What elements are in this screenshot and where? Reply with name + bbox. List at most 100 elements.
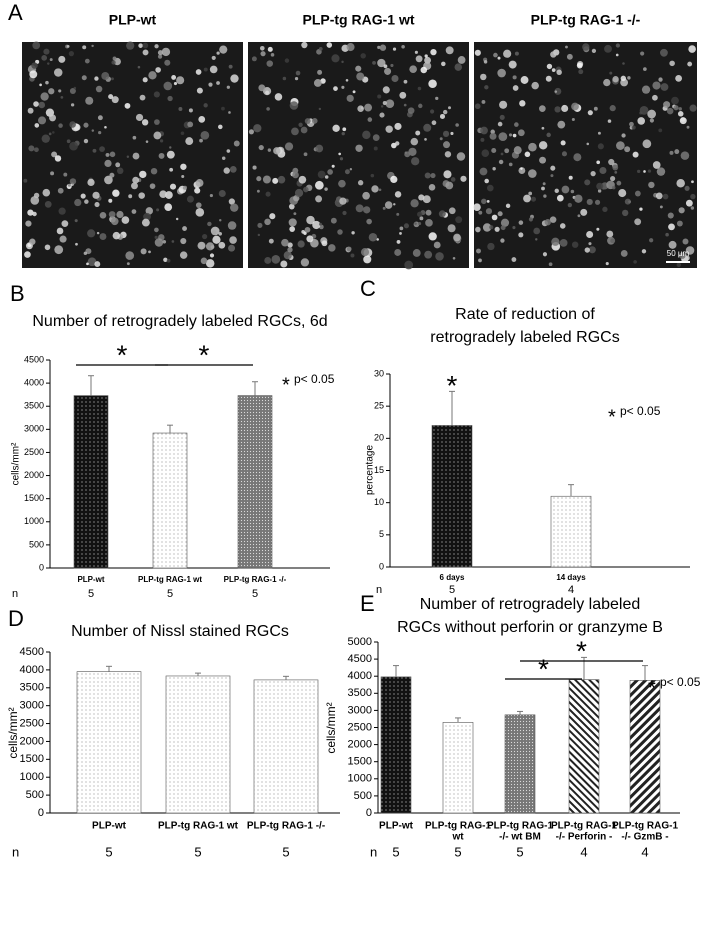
- cell: [145, 140, 149, 143]
- cell: [448, 207, 456, 215]
- cell: [634, 190, 641, 197]
- cell: [273, 147, 281, 155]
- cell: [44, 244, 51, 251]
- y-tick-label: 3000: [20, 700, 44, 712]
- cell: [487, 242, 495, 251]
- cell: [32, 211, 37, 217]
- cell: [559, 238, 568, 247]
- chart-title: Number of retrogradely labeled RGCs, 6d: [32, 313, 327, 330]
- cell: [56, 227, 64, 235]
- n-value: 4: [641, 844, 648, 859]
- cell: [528, 142, 537, 152]
- x-tick-label: PLP-tg RAG-1: [487, 821, 554, 832]
- cell: [82, 45, 87, 50]
- cell: [528, 217, 533, 222]
- cell: [565, 45, 568, 49]
- cell: [476, 248, 481, 254]
- cell: [669, 150, 674, 155]
- cell: [512, 133, 517, 138]
- x-tick-label: PLP-wt: [77, 575, 104, 584]
- cell: [456, 152, 466, 161]
- cell: [342, 127, 347, 132]
- cell: [29, 70, 38, 79]
- cell: [652, 94, 658, 101]
- cell: [194, 187, 201, 194]
- cell: [131, 182, 138, 190]
- cell: [63, 172, 68, 177]
- cell: [96, 231, 100, 235]
- cell: [300, 258, 310, 267]
- bar: [165, 675, 231, 814]
- cell: [656, 167, 666, 176]
- cell: [288, 203, 295, 210]
- cell: [303, 186, 309, 193]
- cell: [230, 203, 239, 212]
- cell: [304, 118, 311, 125]
- cell: [424, 56, 432, 64]
- cell: [219, 219, 222, 222]
- cell: [602, 206, 608, 212]
- cell: [104, 159, 112, 168]
- cell: [647, 109, 657, 119]
- cell: [439, 137, 443, 141]
- cell: [196, 87, 203, 94]
- cell: [643, 67, 647, 71]
- cell: [634, 218, 642, 226]
- y-tick-label: 25: [374, 401, 384, 411]
- cell: [524, 151, 531, 158]
- cell: [108, 94, 114, 100]
- cell: [518, 232, 524, 238]
- cell: [404, 151, 411, 158]
- cell: [684, 185, 690, 191]
- cell: [453, 233, 461, 242]
- cell: [40, 92, 49, 101]
- cell: [418, 194, 425, 201]
- cell: [200, 257, 208, 265]
- cell: [155, 67, 161, 73]
- cell: [366, 218, 372, 225]
- cell: [438, 210, 446, 218]
- cell: [230, 74, 239, 83]
- cell: [111, 96, 119, 104]
- cell: [280, 260, 288, 268]
- cell: [450, 131, 454, 136]
- cell: [145, 207, 153, 215]
- cell: [83, 138, 89, 144]
- cell: [621, 133, 626, 138]
- cell: [390, 63, 394, 68]
- cell: [67, 183, 71, 187]
- cell: [188, 108, 193, 113]
- cell: [497, 121, 503, 127]
- cell: [86, 262, 89, 266]
- panel-label: D: [8, 606, 24, 631]
- cell: [297, 240, 305, 248]
- cell: [195, 208, 205, 217]
- cell: [415, 130, 421, 136]
- cell: [444, 151, 452, 158]
- cell: [163, 257, 168, 262]
- cell: [267, 46, 273, 52]
- cell: [338, 152, 341, 156]
- y-tick-label: 15: [374, 465, 384, 475]
- cell: [34, 147, 39, 153]
- cell: [197, 241, 206, 250]
- cell: [288, 218, 297, 227]
- cell: [641, 85, 651, 94]
- cell: [137, 65, 141, 69]
- n-value: 5: [449, 584, 455, 596]
- p-note: p< 0.05: [660, 675, 701, 689]
- cell: [430, 48, 437, 56]
- cell: [31, 62, 38, 69]
- cell: [143, 212, 151, 221]
- bar: [550, 495, 592, 568]
- cell: [491, 147, 497, 153]
- bar: [253, 679, 319, 814]
- cell: [396, 239, 401, 244]
- cell: [460, 175, 467, 182]
- cell: [418, 103, 423, 109]
- y-tick-label: 3500: [24, 401, 44, 411]
- cell: [318, 107, 322, 111]
- cell: [315, 195, 323, 203]
- cell: [195, 179, 204, 187]
- cell: [499, 100, 508, 109]
